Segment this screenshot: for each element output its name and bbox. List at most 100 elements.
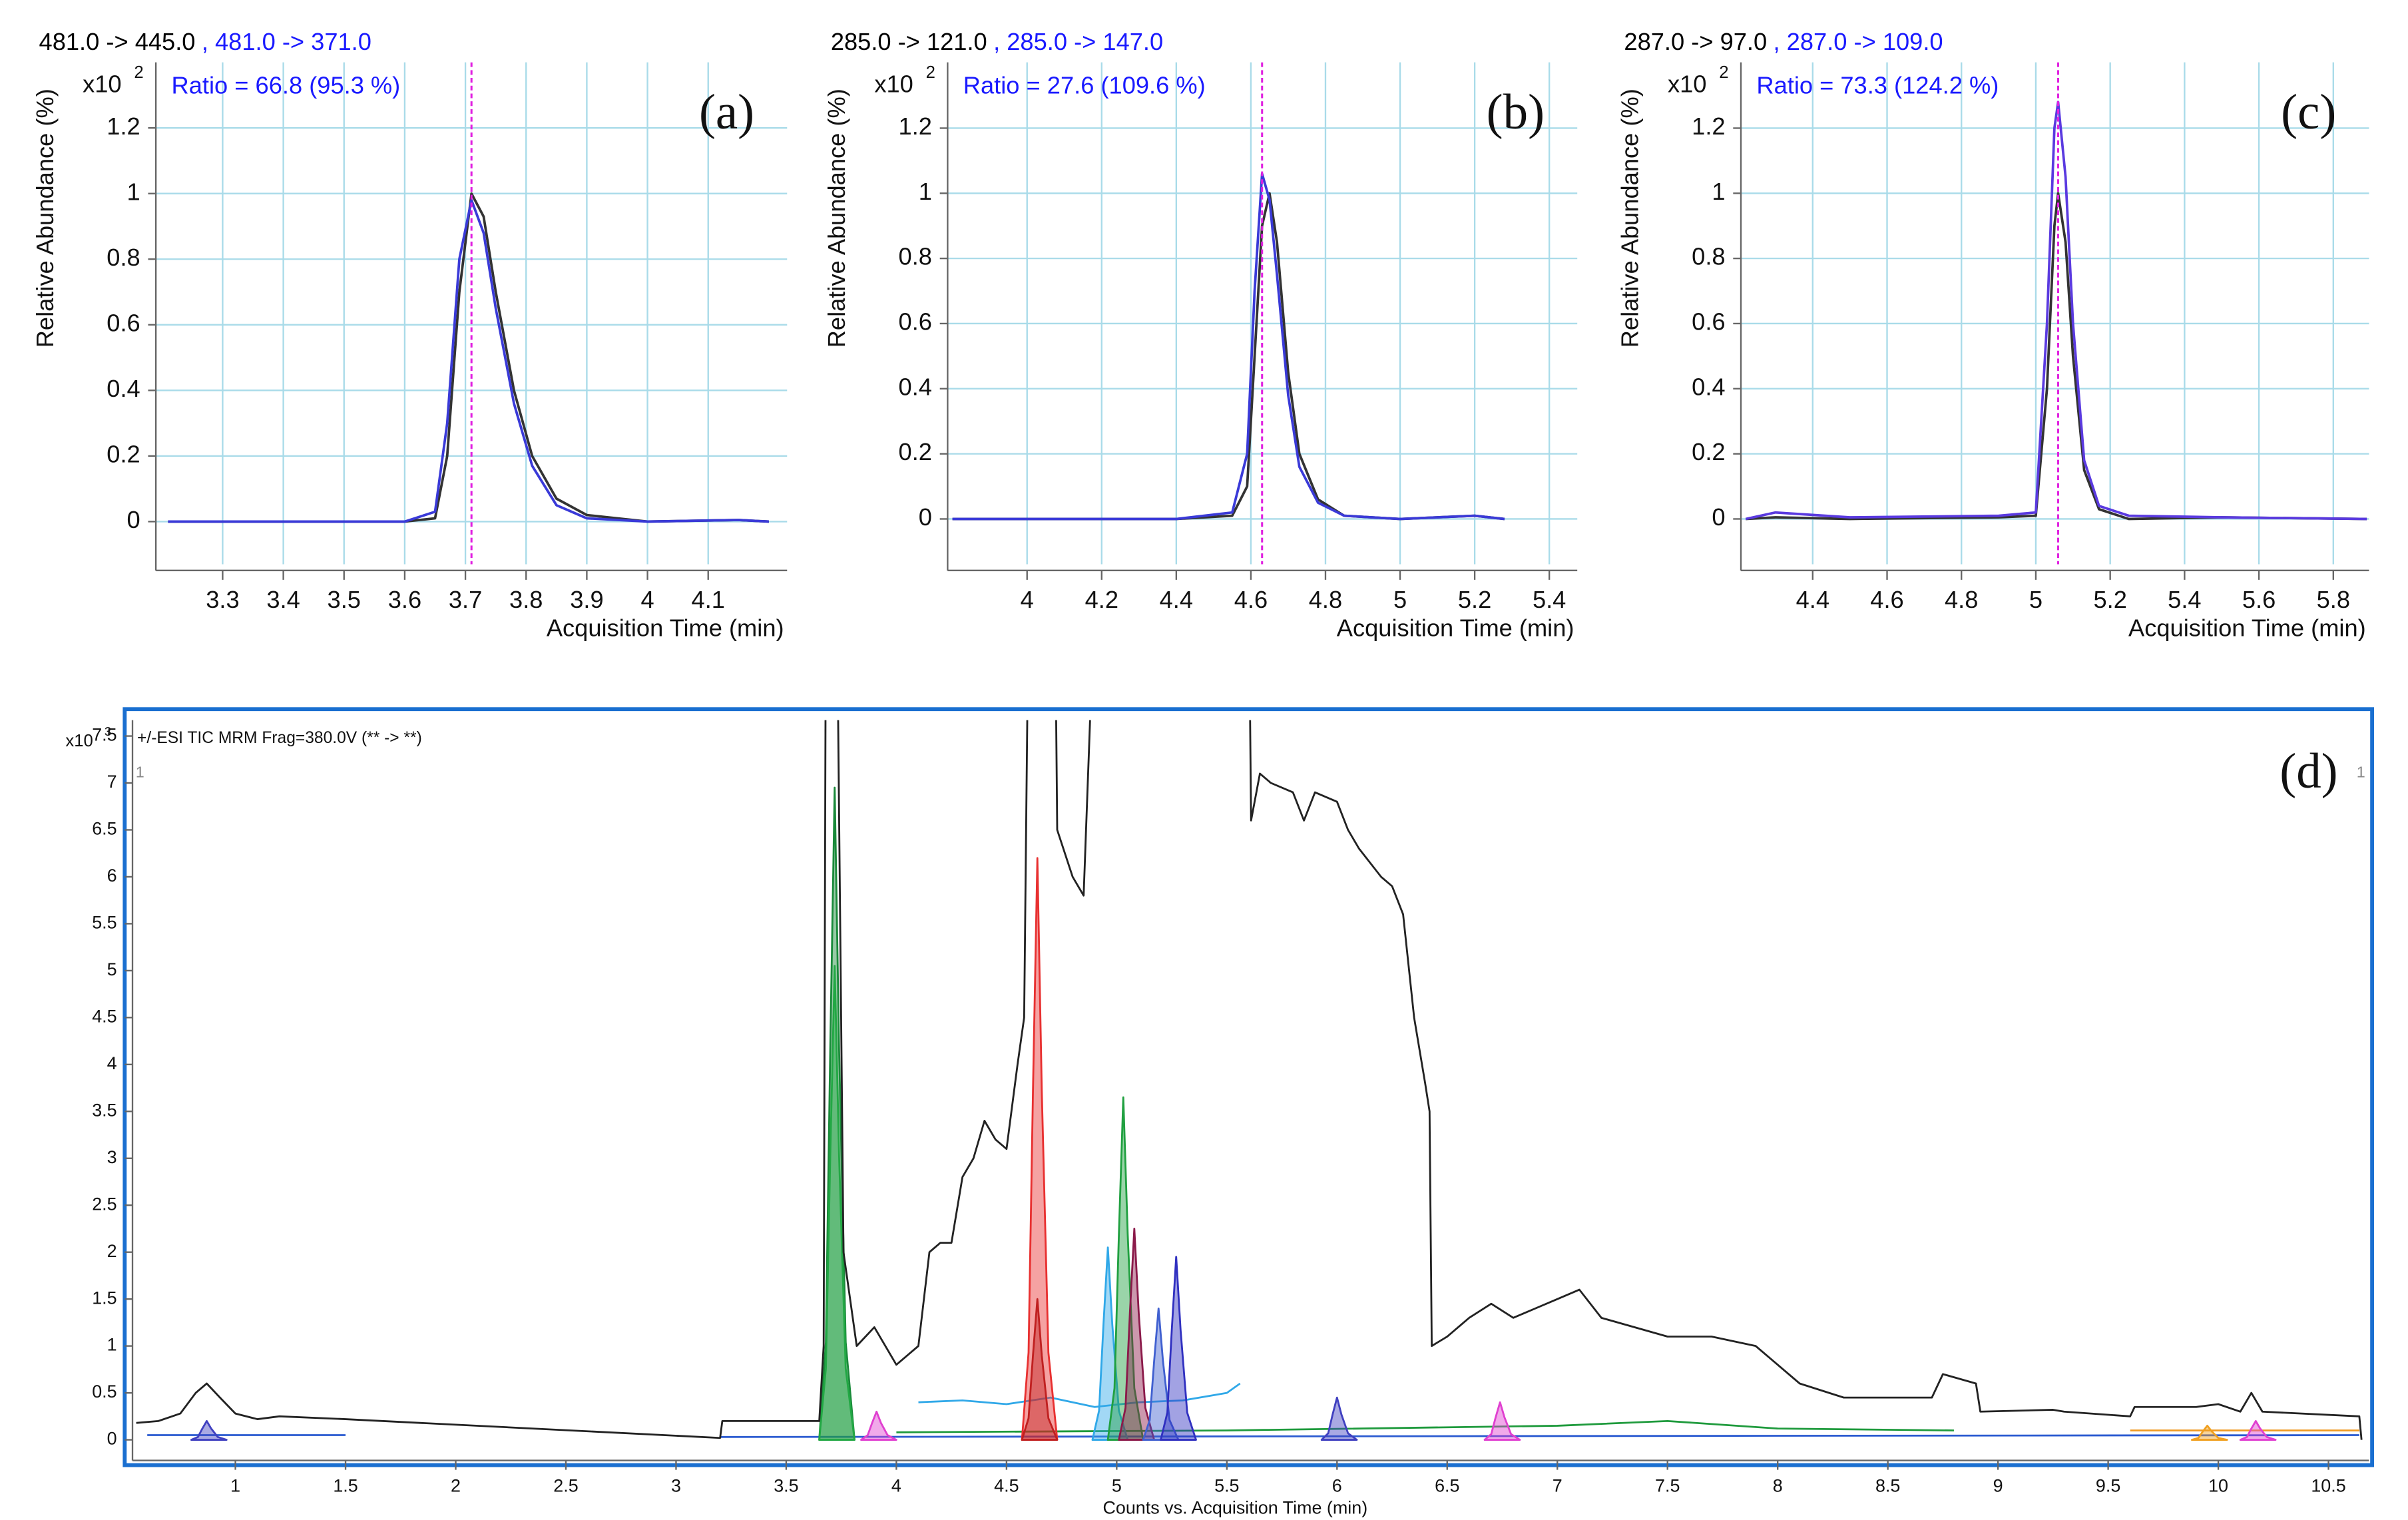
peak-area <box>1021 1298 1059 1441</box>
ratio-annotation: Ratio = 66.8 (95.3 %) <box>172 72 401 99</box>
y-tick-label: 1.2 <box>107 113 140 140</box>
chart-title: +/-ESI TIC MRM Frag=380.0V (** -> **) <box>137 729 422 747</box>
x-tick-label: 6.5 <box>1435 1475 1459 1495</box>
chart-title: 285.0 -> 121.0 <box>831 28 987 55</box>
x-tick-label: 10.5 <box>2311 1475 2345 1495</box>
x-tick-label: 3.3 <box>206 586 239 613</box>
panel-label: (b) <box>1487 85 1545 140</box>
y-axis-label: Relative Abundance (%) <box>31 89 59 348</box>
x-tick-label: 4 <box>891 1475 901 1495</box>
y-tick-label: 4 <box>107 1053 117 1073</box>
y-tick-label: 1.2 <box>899 113 932 140</box>
x-tick-label: 3.7 <box>449 586 482 613</box>
chart-title: , 285.0 -> 147.0 <box>993 28 1163 55</box>
y-tick-label: 1 <box>127 178 140 205</box>
x-tick-label: 3.4 <box>266 586 300 613</box>
x-tick-label: 4.1 <box>692 586 725 613</box>
x-axis-label: Acquisition Time (min) <box>1337 614 1574 641</box>
peak-area <box>860 1410 897 1441</box>
y-tick-label: 4.5 <box>92 1006 117 1026</box>
y-tick-label: 0.2 <box>107 440 140 467</box>
peak-area <box>1142 1307 1180 1441</box>
panel-frame <box>122 707 2375 1467</box>
y-tick-label: 1 <box>107 1335 117 1355</box>
trace-line <box>136 720 2363 1440</box>
x-tick-label: 8.5 <box>1875 1475 1900 1495</box>
y-multiplier: x10 <box>874 70 913 97</box>
peak-area <box>2190 1425 2228 1441</box>
y-tick-label: 7 <box>107 772 117 792</box>
chart-title: 287.0 -> 97.0 <box>1624 28 1767 55</box>
x-axis-label: Counts vs. Acquisition Time (min) <box>1102 1497 1367 1517</box>
y-tick-label: 1.2 <box>1692 113 1725 140</box>
y-tick-label: 0.4 <box>107 375 140 402</box>
x-tick-label: 5.4 <box>2168 586 2201 613</box>
x-tick-label: 7.5 <box>1655 1475 1680 1495</box>
y-axis-label: Relative Abundance (%) <box>823 89 850 348</box>
plot-area <box>136 720 2363 1441</box>
x-tick-label: 4.4 <box>1796 586 1829 613</box>
plot-area <box>952 62 1505 565</box>
y-tick-label: 0 <box>107 1429 117 1449</box>
y-tick-label: 0.4 <box>899 373 932 400</box>
corner-label: 1 <box>2357 763 2365 780</box>
ratio-annotation: Ratio = 27.6 (109.6 %) <box>963 72 1206 99</box>
x-tick-label: 3.5 <box>328 586 361 613</box>
peak-area <box>2239 1419 2277 1441</box>
x-tick-label: 5.2 <box>2093 586 2126 613</box>
y-tick-label: 1.5 <box>92 1288 117 1308</box>
y-tick-label: 1 <box>919 178 932 205</box>
y-tick-label: 0.4 <box>1692 373 1725 400</box>
x-axis-label: Acquisition Time (min) <box>2128 614 2366 641</box>
x-tick-label: 5 <box>2029 586 2043 613</box>
y-tick-label: 0.2 <box>1692 438 1725 465</box>
y-tick-label: 2 <box>107 1241 117 1261</box>
ratio-annotation: Ratio = 73.3 (124.2 %) <box>1756 72 1999 99</box>
y-tick-label: 0.8 <box>1692 243 1725 270</box>
x-tick-label: 5.4 <box>1533 586 1566 613</box>
corner-label: 1 <box>136 763 144 780</box>
y-axis-label: Relative Abundance (%) <box>1616 89 1644 348</box>
y-tick-label: 0.8 <box>899 243 932 270</box>
plot-area <box>1745 62 2367 565</box>
y-tick-label: 0.6 <box>899 308 932 336</box>
x-tick-label: 1.5 <box>333 1475 358 1495</box>
y-tick-label: 0.8 <box>107 244 140 271</box>
x-tick-label: 3.5 <box>774 1475 798 1495</box>
panel-label: (c) <box>2281 85 2336 140</box>
y-tick-label: 6.5 <box>92 819 117 839</box>
y-exponent: 2 <box>926 63 935 82</box>
plot-area <box>168 62 770 565</box>
peak-area <box>1483 1401 1521 1441</box>
y-tick-label: 7.5 <box>92 725 117 745</box>
y-exponent: 3 <box>105 724 111 738</box>
x-tick-label: 4.5 <box>994 1475 1019 1495</box>
x-tick-label: 4.8 <box>1945 586 1978 613</box>
trace-line <box>720 1434 2359 1438</box>
y-tick-label: 5.5 <box>92 913 117 933</box>
y-tick-label: 3 <box>107 1147 117 1167</box>
x-tick-label: 3.6 <box>388 586 421 613</box>
x-tick-label: 4.8 <box>1309 586 1342 613</box>
y-multiplier: x10 <box>65 732 93 750</box>
x-tick-label: 3.9 <box>570 586 603 613</box>
trace-line <box>896 1419 1954 1433</box>
panel: 0 0.2 0.4 0.6 0.8 1 1.2 4.4 4.6 4.8 5 5.2 5.4 5.6 5.8 2… <box>1616 28 2369 641</box>
x-tick-label: 9.5 <box>2096 1475 2120 1495</box>
x-tick-label: 4.2 <box>1085 586 1118 613</box>
x-tick-label: 3.8 <box>509 586 543 613</box>
x-tick-label: 2.5 <box>553 1475 578 1495</box>
x-tick-label: 4.6 <box>1870 586 1903 613</box>
x-tick-label: 5.8 <box>2317 586 2350 613</box>
y-tick-label: 1 <box>1712 178 1725 205</box>
trace-line <box>952 172 1505 521</box>
y-tick-label: 0 <box>1712 503 1725 531</box>
chart-title: , 481.0 -> 371.0 <box>202 28 371 55</box>
x-tick-label: 7 <box>1553 1475 1563 1495</box>
x-tick-label: 2 <box>451 1475 461 1495</box>
x-axis-label: Acquisition Time (min) <box>547 614 784 641</box>
y-tick-label: 0.6 <box>107 309 140 336</box>
y-tick-label: 6 <box>107 866 117 886</box>
